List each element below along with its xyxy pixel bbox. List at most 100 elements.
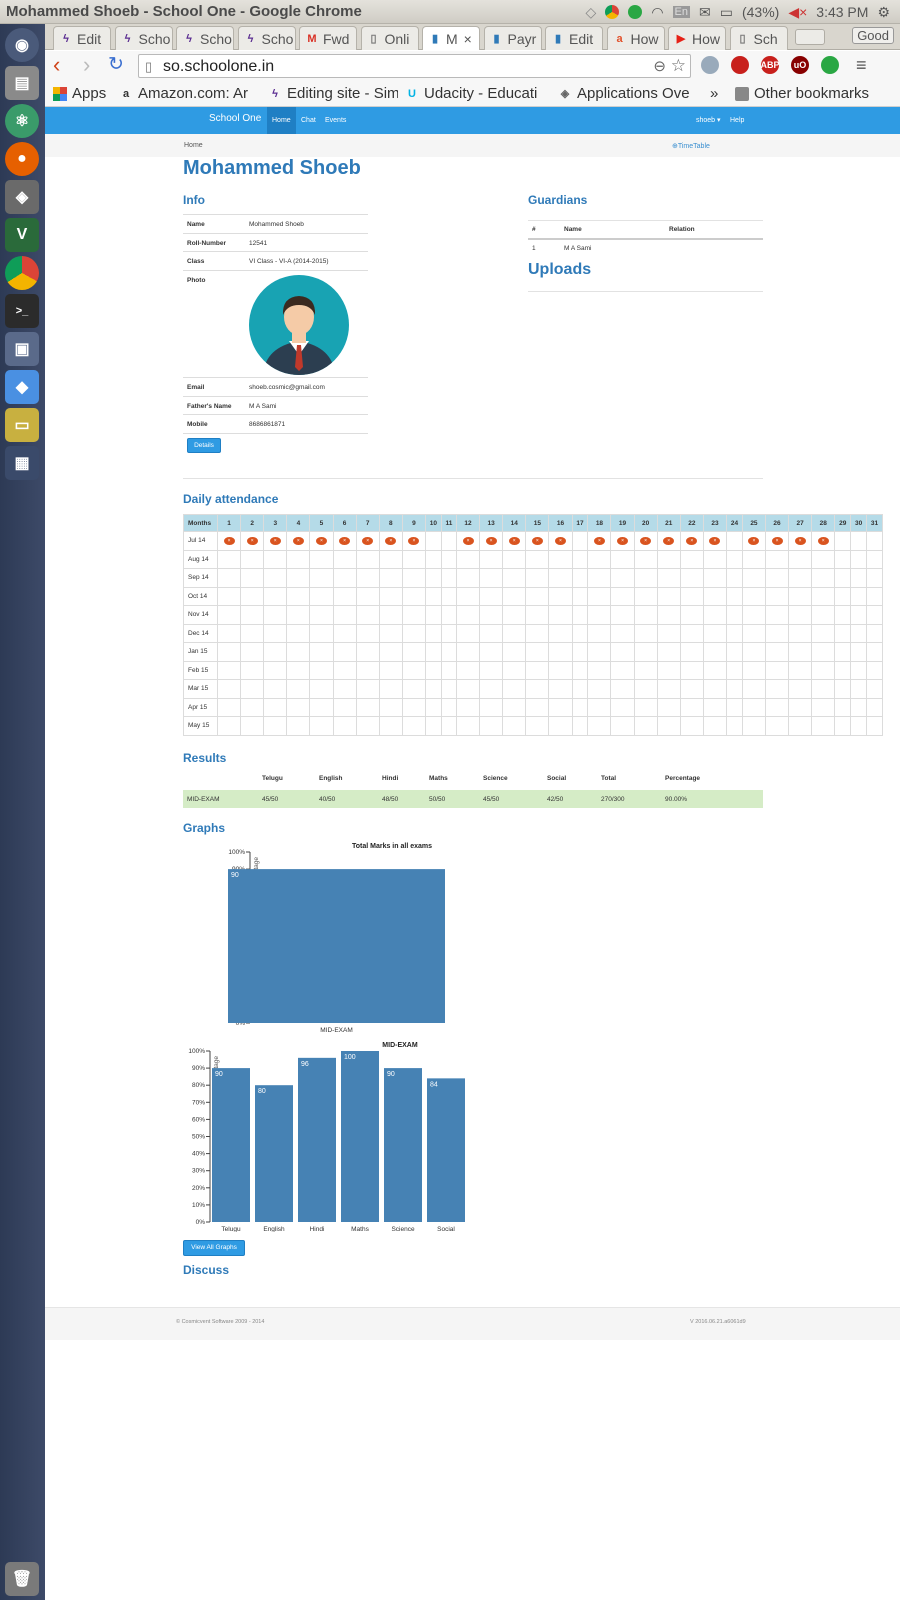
trash-icon[interactable]: 🗑 (5, 1562, 39, 1596)
dropbox-launcher-icon[interactable]: ◆ (5, 370, 39, 404)
chrome-launcher-icon[interactable] (5, 256, 39, 290)
forward-icon[interactable]: › (83, 52, 91, 77)
attendance-cell (309, 586, 334, 606)
attendance-cell (571, 623, 589, 643)
close-tab-icon[interactable]: × (463, 30, 472, 47)
attendance-cell (240, 549, 265, 569)
attendance-cell (548, 660, 573, 680)
profile-badge[interactable]: Good (852, 27, 894, 44)
brand-link[interactable]: School One (209, 113, 262, 124)
breadcrumb-home[interactable]: Home (184, 142, 203, 149)
back-icon[interactable]: ‹ (53, 52, 61, 77)
stop-extension-icon[interactable] (731, 56, 749, 74)
window-manager-icon[interactable]: ▣ (5, 332, 39, 366)
workspace-switcher-icon[interactable]: ▦ (5, 446, 39, 480)
attendance-cell (502, 605, 527, 625)
mail-icon[interactable]: ✉ (699, 3, 711, 20)
dropbox-extension-icon[interactable] (701, 56, 719, 74)
tab-label: Fwd (323, 30, 350, 47)
attendance-cell (679, 568, 704, 588)
day-header: 8 (378, 514, 403, 532)
bookmark-editing-site[interactable]: ϟ Editing site - Simp (268, 85, 398, 102)
screen-icon[interactable]: ▭ (5, 408, 39, 442)
attendance-cell (866, 531, 883, 551)
absent-marker: × (408, 536, 420, 545)
nav-events[interactable]: Events (325, 117, 347, 124)
files-icon[interactable]: ▤ (5, 66, 39, 100)
browser-tab[interactable]: ϟ Scho (237, 26, 296, 50)
browser-tab[interactable]: ▯ Onli (360, 26, 419, 50)
info-value: Mohammed Shoeb (249, 221, 304, 228)
browser-tab[interactable]: M Fwd (299, 26, 357, 50)
browser-tab[interactable]: ▮ Payr (483, 26, 542, 50)
new-tab-button[interactable] (795, 29, 825, 45)
bookmark-other[interactable]: Other bookmarks (735, 85, 869, 102)
attendance-cell (702, 697, 728, 717)
user-menu[interactable]: shoeb ▾ (696, 117, 721, 124)
volume-muted-icon[interactable]: ◀× (788, 3, 808, 20)
attendance-cell (834, 605, 852, 625)
gmail-icon: M (307, 32, 317, 45)
zoom-icon[interactable]: ⊖ (653, 58, 666, 75)
attendance-row: Jan 15 (183, 642, 883, 662)
browser-tab[interactable]: ▶ How (668, 26, 726, 50)
chrome-tray-icon[interactable] (605, 5, 620, 19)
tab-label: Payr (507, 30, 537, 47)
battery-icon[interactable]: ▭ (719, 3, 733, 20)
browser-tab[interactable]: ϟ Edit (53, 26, 111, 50)
browser-tab[interactable]: ▯ Sch (729, 26, 788, 50)
chrome-menu-icon[interactable]: ≡ (856, 55, 867, 75)
attendance-cell (401, 697, 426, 717)
hangouts-tray-icon[interactable] (628, 5, 643, 19)
attendance-cell (679, 605, 704, 625)
nav-chat[interactable]: Chat (301, 117, 316, 124)
clock[interactable]: 3:43 PM (816, 4, 869, 20)
wifi-icon[interactable]: ◠ (651, 3, 664, 20)
y-tick-label: 80% (192, 1082, 205, 1089)
ubuntu-dash-icon[interactable]: ◉ (5, 28, 39, 62)
bookmark-applications[interactable]: ◈ Applications Ove (558, 85, 708, 102)
apps-grid-icon (53, 86, 67, 101)
attendance-cell (548, 697, 573, 717)
browser-tab[interactable]: a How (606, 26, 665, 50)
vim-icon[interactable]: V (5, 218, 39, 252)
details-button[interactable]: Details (187, 438, 221, 453)
bookmarks-overflow-chevron[interactable]: » (710, 85, 719, 102)
info-value: M A Sami (249, 403, 277, 410)
view-all-graphs-button[interactable]: View All Graphs (183, 1240, 245, 1256)
day-header: 7 (355, 514, 380, 532)
dropbox-tray-icon[interactable]: ◇ (585, 3, 597, 20)
gimp-icon[interactable]: ◈ (5, 180, 39, 214)
bookmark-udacity[interactable]: U Udacity - Educati (405, 85, 547, 102)
month-label: Feb 15 (183, 660, 218, 680)
attendance-row: Oct 14 (183, 586, 883, 606)
attendance-cell (633, 586, 658, 606)
browser-tab[interactable]: ▮ M × (422, 26, 480, 50)
absent-marker: × (462, 536, 474, 545)
atom-icon[interactable]: ⚛ (5, 104, 39, 138)
attendance-cell (401, 568, 426, 588)
attendance-cell (332, 568, 357, 588)
nav-help[interactable]: Help (730, 117, 745, 124)
nav-home[interactable]: Home (267, 107, 296, 134)
attendance-cell (548, 716, 573, 736)
reload-icon[interactable]: ↻ (108, 54, 124, 75)
attendance-row: May 15 (183, 716, 883, 736)
settings-gear-icon[interactable]: ⚙ (877, 3, 890, 20)
attendance-cell (332, 697, 357, 717)
bookmark-apps[interactable]: Apps (53, 85, 106, 102)
adblock-plus-icon[interactable]: ABP (761, 56, 780, 74)
terminal-icon[interactable]: >_ (5, 294, 39, 328)
timetable-link[interactable]: ⊕TimeTable (672, 143, 710, 150)
day-header: 25 (741, 514, 766, 532)
address-bar[interactable]: ▯ so.schoolone.in ⊖ ☆ (138, 54, 691, 78)
browser-tab[interactable]: ▮ Edit (545, 26, 603, 50)
browser-tab[interactable]: ϟ Scho (176, 26, 234, 50)
keyboard-icon[interactable]: En (672, 6, 691, 18)
ublock-icon[interactable]: uO (791, 56, 809, 74)
firefox-icon[interactable]: ● (5, 142, 39, 176)
bookmark-amazon[interactable]: a Amazon.com: Ar (119, 85, 253, 102)
hangouts-extension-icon[interactable] (821, 56, 839, 74)
bookmark-star-icon[interactable]: ☆ (670, 56, 686, 75)
browser-tab[interactable]: ϟ Scho (114, 26, 173, 50)
